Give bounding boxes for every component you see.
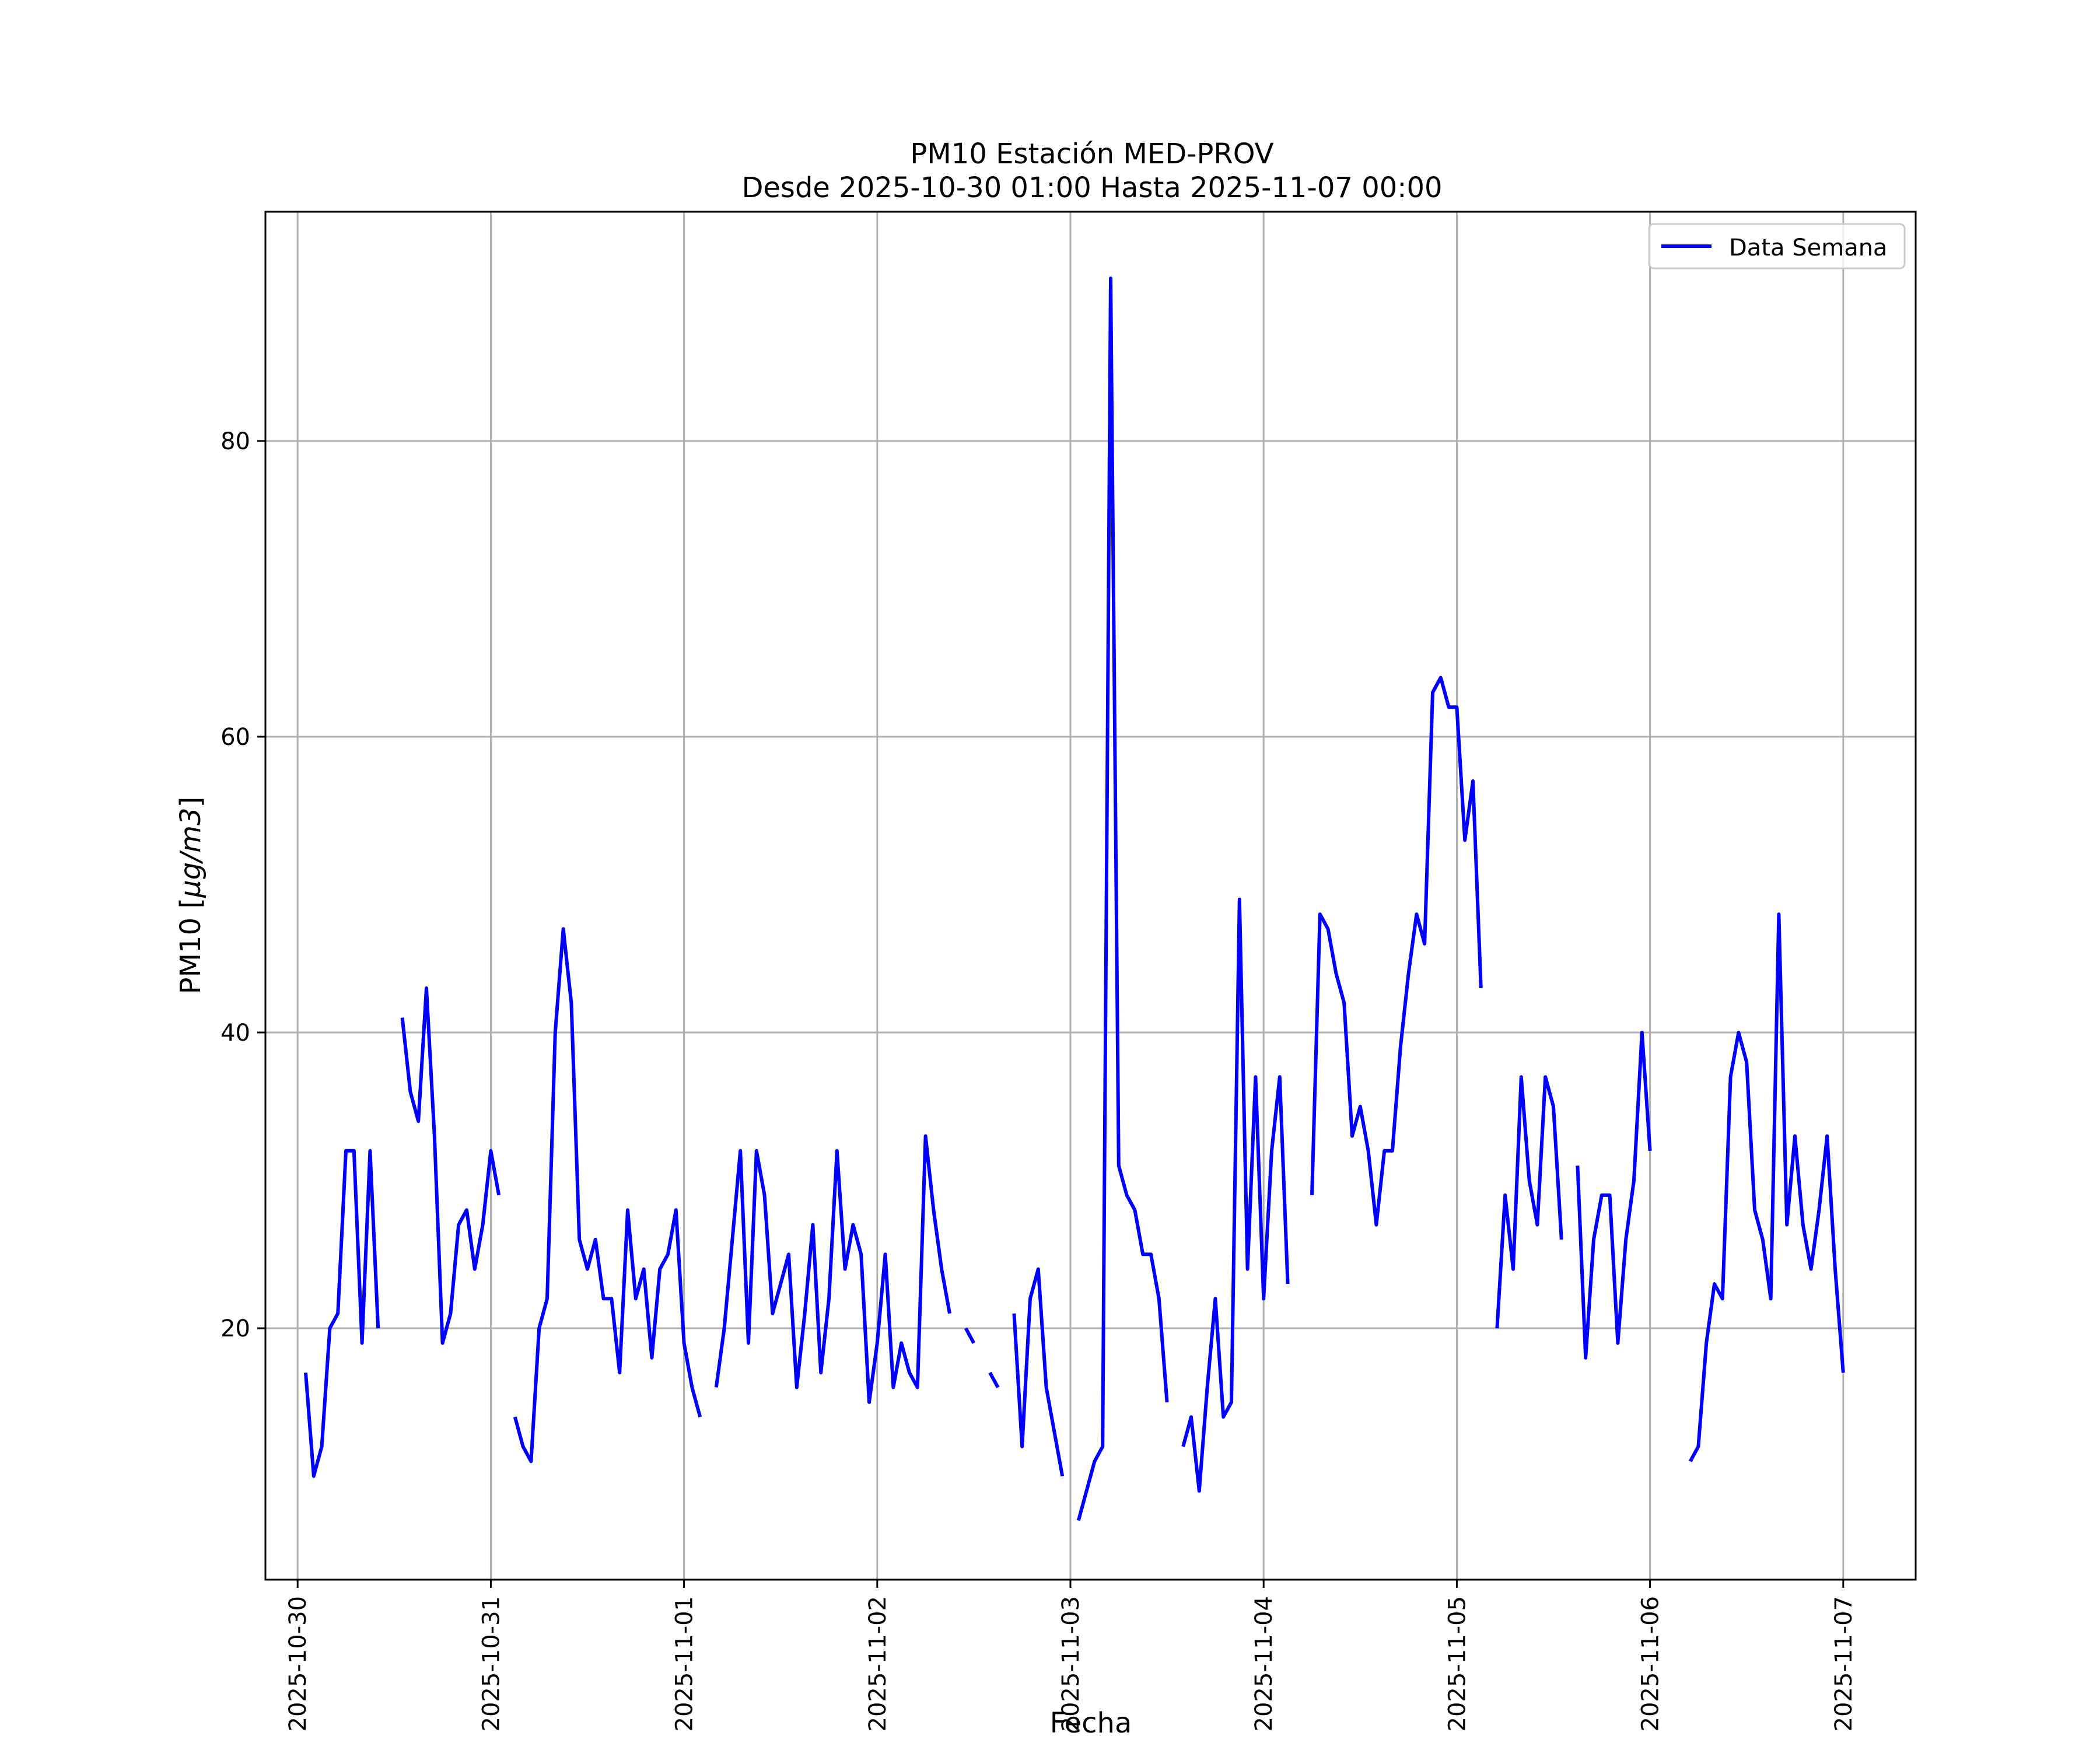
series-line-segment [1076,276,1169,1521]
y-tick-label: 60 [220,724,250,751]
series-line-segment [964,1327,976,1344]
series-line-segment [1181,897,1290,1493]
y-tick-label: 40 [220,1020,250,1046]
plot-frame [264,211,1917,1581]
x-tick-label: 2025-10-31 [478,1596,505,1731]
y-axis-label-unit: μg/m3 [174,807,207,898]
y-axis-label-text: PM10 [ [174,898,207,994]
series-line-segment [400,986,501,1345]
x-axis-label: Fecha [1050,1707,1132,1740]
series-line-segment [304,1149,380,1478]
y-tick-label: 80 [220,428,250,455]
y-tick-label: 20 [220,1315,250,1342]
series-line-segment [1688,912,1845,1462]
plot-area [265,212,1916,1580]
axis-ticks: 2025-10-30 2025-10-31 2025-11-01 2025-11-02… [220,428,1857,1732]
x-tick-label: 2025-11-04 [1251,1596,1278,1731]
chart-subtitle: Desde 2025-10-30 01:00 Hasta 2025-11-07 … [741,172,1442,204]
x-tick-label: 2025-11-02 [864,1596,891,1731]
legend-label-data-semana: Data Semana [1729,235,1888,261]
x-tick-label: 2025-11-07 [1831,1596,1857,1731]
x-tick-label: 2025-10-30 [285,1596,312,1731]
x-tick-label: 2025-11-03 [1058,1596,1084,1731]
series-line-segment [714,1134,951,1404]
legend: Data Semana [1648,223,1906,270]
x-tick-label: 2025-11-06 [1637,1596,1664,1731]
series-line-segment [988,1371,1000,1388]
x-tick-label: 2025-11-01 [671,1596,698,1731]
series-line-segment [1012,1267,1065,1477]
x-tick-label: 2025-11-05 [1444,1596,1471,1731]
series-line-segment [1576,1031,1652,1360]
series-line-segment [1310,676,1483,1227]
chart-title: PM10 Estación MED-PROV [910,138,1273,170]
series-line-segment [1495,1075,1563,1329]
legend-box [1648,223,1906,270]
y-axis-label-close: ] [174,797,207,808]
y-axis-label: PM10 [μg/m3] [174,797,207,995]
data-series-data-semana [304,276,1845,1521]
series-line-segment [513,927,702,1464]
